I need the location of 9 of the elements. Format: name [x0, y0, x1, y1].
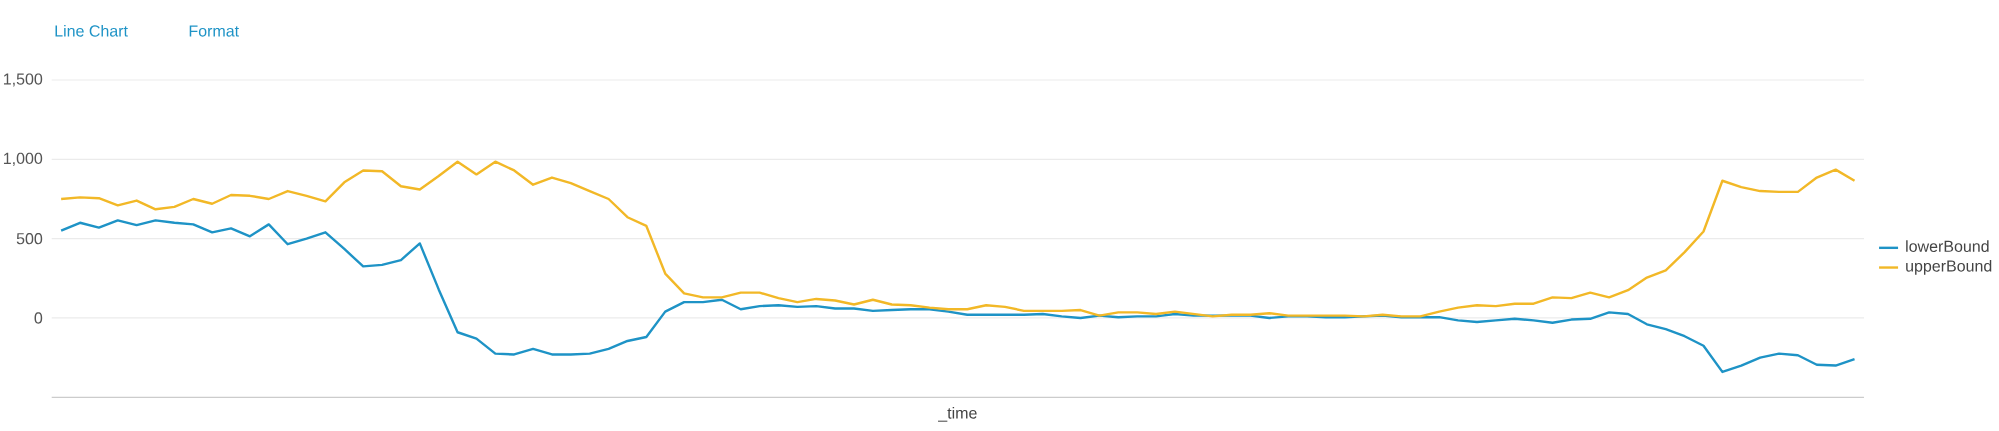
legend-label: upperBound [1906, 259, 1992, 275]
y-tick-label: 0 [34, 312, 43, 324]
legend-label: lowerBound [1906, 240, 1989, 252]
y-tick-label: 1,000 [3, 152, 43, 166]
y-tick-label: 500 [16, 232, 43, 245]
x-axis-title: _time [938, 406, 977, 422]
text: Format [189, 25, 239, 37]
y-tick-label: 1,500 [3, 73, 43, 87]
text: Line Chart [55, 24, 128, 37]
